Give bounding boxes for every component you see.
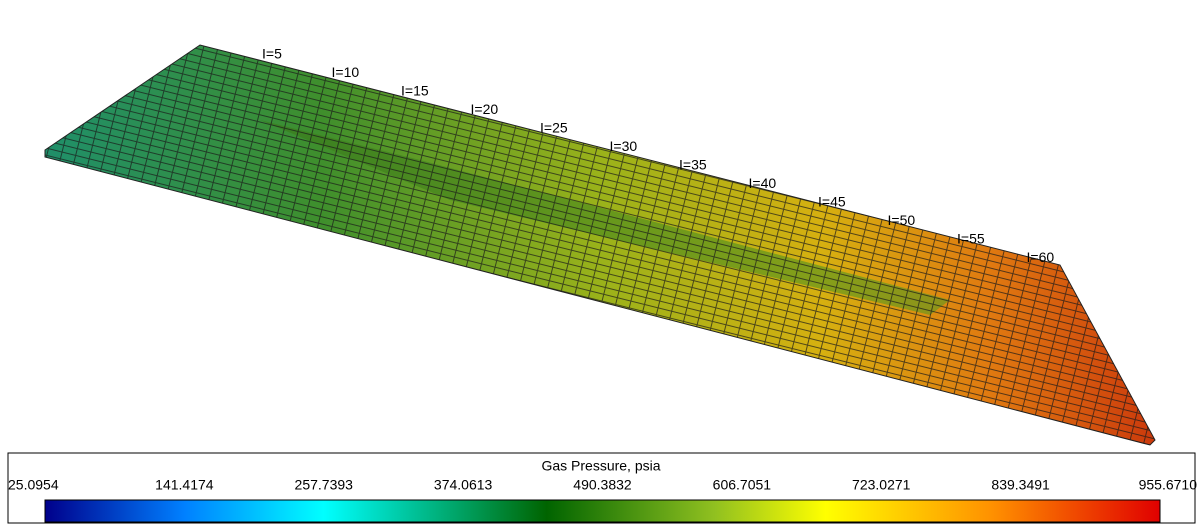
grid-label: I=20 [471,101,499,117]
grid-label: I=5 [262,46,282,62]
grid-label: I=25 [540,120,568,136]
reservoir-grid [44,44,1156,446]
grid-label: I=35 [679,157,707,173]
colorbar-tick-label: 141.4174 [155,477,214,493]
grid-labels: I=5 I=10 I=15 I=20 I=25 I=30 I=35 I=40 I=45 I=50 I… [262,46,1054,266]
colorbar-ticks: 25.0954 141.4174 257.7393 374.0613 490.3832 6… [8,477,1197,493]
grid-label: I=10 [332,64,360,80]
colorbar-tick-label: 25.0954 [8,477,59,493]
colorbar-tick-label: 490.3832 [573,477,632,493]
colorbar-tick-label: 374.0613 [434,477,493,493]
colorbar-tick-label: 606.7051 [713,477,772,493]
colorbar-title: Gas Pressure, psia [541,458,660,474]
colorbar-tick-label: 723.0271 [852,477,911,493]
colorbar-tick-label: 839.3491 [991,477,1050,493]
grid-label: I=40 [749,175,777,191]
grid-label: I=30 [610,138,638,154]
colorbar-tick-label: 257.7393 [295,477,354,493]
colorbar [44,499,1161,523]
grid-label: I=55 [957,231,985,247]
grid-label: I=50 [888,212,916,228]
grid-label: I=45 [818,194,846,210]
grid-label: I=60 [1027,249,1055,265]
grid-label: I=15 [401,83,429,99]
colorbar-tick-label: 955.6710 [1139,477,1198,493]
